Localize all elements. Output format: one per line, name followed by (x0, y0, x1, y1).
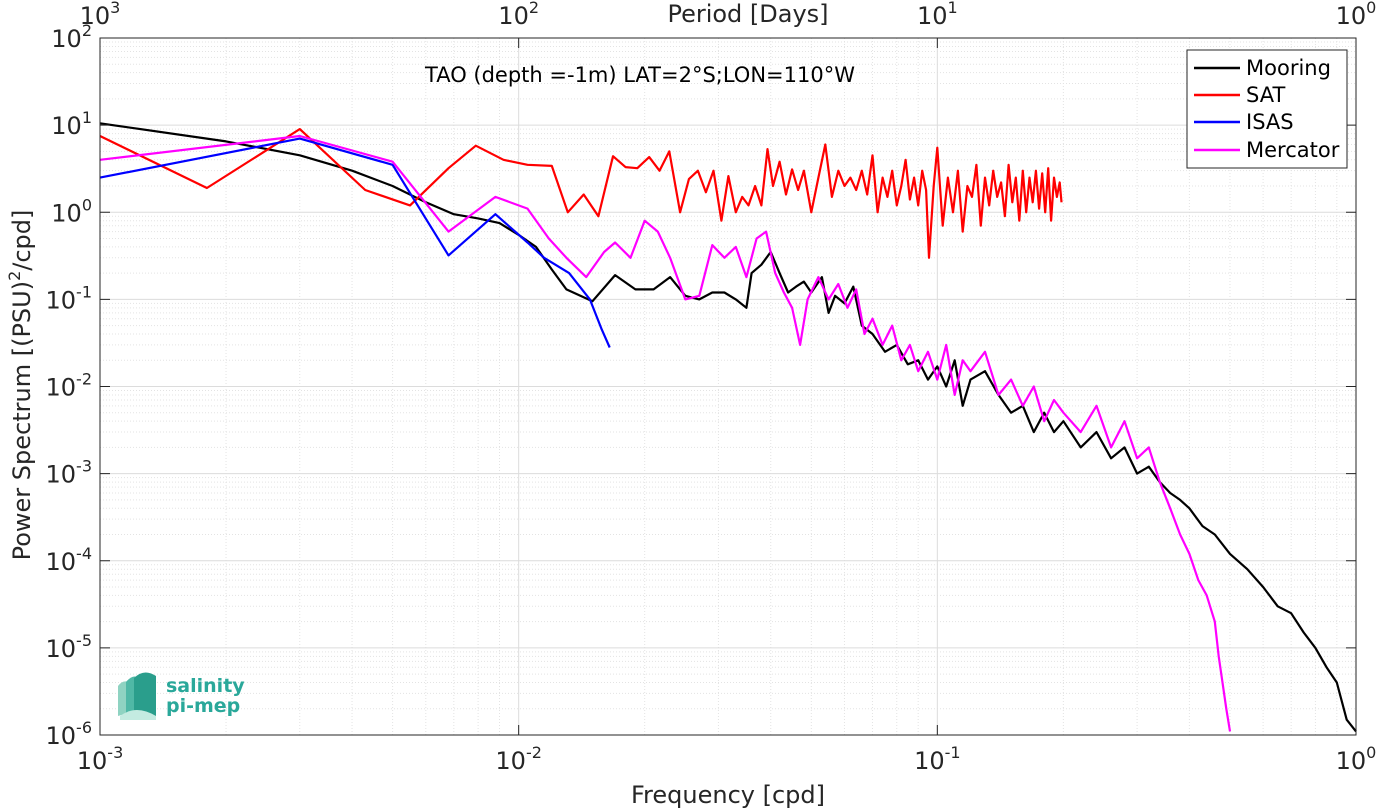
y-tick-label: 102 (51, 21, 92, 53)
y-tick-label-exp: -4 (76, 544, 92, 563)
x-tick-label: 10-3 (77, 743, 124, 775)
y-tick-label-base: 10 (46, 374, 77, 402)
top-tick-label: 102 (498, 0, 539, 30)
top-tick-label: 101 (917, 0, 958, 30)
y-tick-label: 10-1 (46, 282, 93, 314)
grid (99, 37, 1357, 736)
legend-label-sat: SAT (1246, 83, 1285, 107)
top-tick-label-exp: 3 (110, 0, 120, 17)
y-tick-label-exp: 0 (82, 195, 92, 214)
legend-label-isas: ISAS (1246, 110, 1294, 134)
y-tick-label-exp: -2 (76, 370, 92, 389)
y-tick-label-exp: -1 (76, 282, 92, 301)
y-tick-label-exp: -5 (76, 631, 92, 650)
logo-text-salinity: salinity (166, 675, 245, 697)
y-tick-label: 10-6 (46, 718, 93, 750)
legend-box (1186, 49, 1348, 169)
legend: Mooring SAT ISAS Mercator (1186, 49, 1348, 169)
y-tick-label-base: 10 (46, 548, 77, 576)
x-tick-label-exp: 0 (1366, 743, 1376, 762)
y-tick-label-base: 10 (46, 286, 77, 314)
x-tick-label-base: 10 (914, 747, 945, 775)
y-axis-label-main: Power Spectrum [(PSU) (8, 281, 36, 560)
y-tick-label-base: 10 (51, 25, 82, 53)
series-line-mercator (99, 134, 1232, 732)
y-tick-label: 10-4 (46, 544, 93, 576)
top-tick-label-exp: 0 (1366, 0, 1376, 17)
x-tick-label: 10-1 (914, 743, 961, 775)
top-tick-label-exp: 2 (529, 0, 539, 17)
y-tick-label-exp: 1 (82, 108, 92, 127)
tick-marks (99, 37, 1357, 736)
wave-icon (118, 672, 156, 720)
y-tick-label-base: 10 (51, 112, 82, 140)
x-tick-label-exp: -2 (526, 743, 542, 762)
y-tick-label: 100 (51, 195, 92, 227)
x-tick-label-exp: -3 (107, 743, 123, 762)
legend-item-mercator: Mercator (1194, 138, 1340, 162)
y-tick-label-base: 10 (51, 199, 82, 227)
y-tick-label-exp: 2 (82, 21, 92, 40)
x-tick-label-exp: -1 (945, 743, 961, 762)
y-tick-label: 101 (51, 108, 92, 140)
y-tick-label-base: 10 (46, 461, 77, 489)
x-tick-label: 10-2 (495, 743, 542, 775)
series-layer (99, 122, 1357, 733)
top-tick-label-base: 10 (80, 2, 111, 30)
top-tick-label-exp: 1 (948, 0, 958, 17)
y-tick-label-exp: -3 (76, 457, 92, 476)
top-tick-label-base: 10 (917, 2, 948, 30)
top-tick-label-base: 10 (1336, 2, 1367, 30)
legend-label-mooring: Mooring (1246, 56, 1331, 80)
y-axis-label-tail: /cpd] (8, 210, 36, 271)
top-tick-label: 100 (1336, 0, 1377, 30)
x-tick-label-base: 10 (495, 747, 526, 775)
x-tick-label-base: 10 (1336, 747, 1367, 775)
series-line-mooring (99, 122, 1357, 733)
y-axis-label: Power Spectrum [(PSU)2/cpd] (5, 210, 36, 561)
x-tick-label: 100 (1336, 743, 1377, 775)
series-line-sat (99, 128, 1063, 259)
x-tick-label-base: 10 (77, 747, 108, 775)
series-line-isas (99, 137, 611, 348)
y-tick-label-exp: -6 (76, 718, 92, 737)
logo-text-pi-mep: pi-mep (166, 695, 240, 717)
chart-title: TAO (depth =-1m) LAT=2°S;LON=110°W (424, 63, 855, 87)
y-tick-label: 10-3 (46, 457, 93, 489)
legend-item-mooring: Mooring (1194, 56, 1331, 80)
salinity-pi-mep-logo: salinity pi-mep (118, 672, 245, 720)
top-axis-label: Period [Days] (667, 0, 828, 28)
legend-label-mercator: Mercator (1246, 138, 1340, 162)
y-tick-label-base: 10 (46, 722, 77, 750)
top-tick-label-base: 10 (498, 2, 529, 30)
legend-item-sat: SAT (1194, 83, 1285, 107)
y-tick-label: 10-2 (46, 370, 93, 402)
x-axis-label: Frequency [cpd] (631, 781, 825, 809)
y-tick-label-base: 10 (46, 635, 77, 663)
legend-item-isas: ISAS (1194, 110, 1294, 134)
y-axis-label-sup: 2 (5, 271, 24, 281)
top-tick-label: 103 (80, 0, 121, 30)
y-tick-label: 10-5 (46, 631, 93, 663)
